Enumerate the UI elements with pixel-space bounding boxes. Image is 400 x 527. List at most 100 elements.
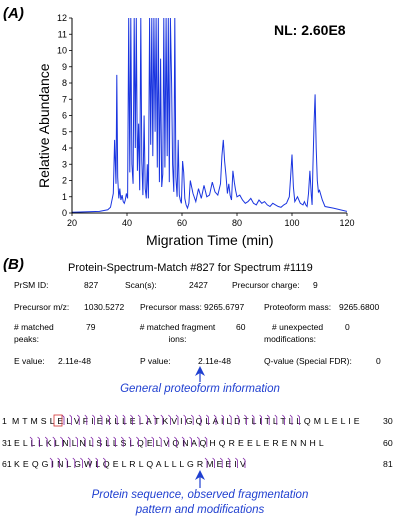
q-value-value: 0: [376, 356, 381, 366]
series-line-0: [72, 18, 347, 213]
cleavage-mark: [266, 414, 270, 425]
y-tick-label: 2: [62, 176, 67, 186]
cleavage-mark: [289, 414, 293, 425]
modification-box: [53, 414, 63, 427]
cleavage-mark: [221, 414, 224, 425]
cleavage-mark: [61, 414, 65, 425]
nl-value: NL: 2.60E8: [274, 22, 346, 38]
seq-start-1: 1: [2, 416, 7, 426]
cleavage-mark: [297, 414, 300, 425]
matched-fragment-label-line1: # matched fragment: [139, 322, 216, 332]
cleavage-mark: [72, 457, 76, 468]
cleavage-mark: [82, 436, 86, 447]
seq-line-3: K E Q G I N L G W L Q E L R L Q A L L L …: [14, 459, 247, 469]
y-tick-label: 7: [62, 94, 67, 104]
prsm-title: Protein-Spectrum-Match #827 for Spectrum…: [68, 262, 313, 274]
x-tick-label: 20: [67, 218, 77, 228]
seq-end-2: 60: [383, 438, 393, 448]
scan-value: 2427: [189, 280, 208, 290]
fragmentation-layer: [29, 414, 300, 468]
cleavage-mark: [282, 414, 285, 425]
proteoform-mass-label: Proteoform mass:: [264, 302, 332, 312]
scan-label: Scan(s):: [125, 280, 157, 290]
cleavage-mark: [175, 414, 179, 425]
y-tick-label: 5: [62, 127, 67, 137]
x-tick-label: 120: [339, 218, 354, 228]
cleavage-mark: [44, 436, 48, 447]
matched-peaks-label-line1: # matched: [14, 322, 54, 332]
seq-end-1: 30: [383, 416, 393, 426]
p-value-label: P value:: [140, 356, 171, 366]
cleavage-mark: [69, 414, 72, 425]
cleavage-mark: [242, 457, 246, 468]
callout-sequence-line1: Protein sequence, observed fragmentation: [91, 489, 309, 501]
cleavage-mark: [181, 436, 185, 447]
precursor-mz-value: 1030.5272: [84, 302, 125, 312]
cleavage-mark: [228, 414, 232, 425]
cleavage-mark: [99, 414, 103, 425]
cleavage-mark: [122, 414, 126, 425]
cleavage-mark: [84, 414, 88, 425]
precursor-mass-label: Precursor mass:: [140, 302, 202, 312]
cleavage-mark: [87, 457, 91, 468]
cleavage-mark: [189, 436, 192, 447]
y-tick-label: 3: [62, 159, 67, 169]
cleavage-mark: [105, 436, 109, 447]
y-tick-label: 0: [62, 208, 67, 218]
cleavage-mark: [168, 414, 171, 425]
x-tick-label: 60: [177, 218, 187, 228]
cleavage-mark: [120, 436, 124, 447]
cleavage-mark: [219, 457, 223, 468]
y-tick-label: 11: [58, 29, 67, 39]
cleavage-mark: [183, 414, 186, 425]
seq-start-3: 61: [2, 459, 12, 469]
cleavage-mark: [37, 436, 40, 447]
cleavage-mark: [75, 436, 78, 447]
unexpected-mods-value: 0: [345, 322, 350, 332]
cleavage-mark: [137, 414, 141, 425]
p-value-value: 2.11e-48: [198, 356, 231, 366]
matched-fragment-value: 60: [236, 322, 246, 332]
seq-start-2: 31: [2, 438, 12, 448]
cleavage-mark: [130, 414, 133, 425]
cleavage-mark: [158, 436, 162, 447]
cleavage-mark: [196, 436, 200, 447]
y-tick-label: 8: [62, 78, 67, 88]
cleavage-mark: [136, 436, 139, 447]
matched-peaks-value: 79: [86, 322, 96, 332]
y-tick-label: 10: [57, 46, 67, 56]
y-axis-label: Relative Abundance: [36, 63, 52, 188]
cleavage-mark: [76, 414, 80, 425]
prsm-id-label: PrSM ID:: [14, 280, 49, 290]
unexpected-mods-label-line2: modifications:: [264, 334, 316, 344]
cleavage-mark: [160, 414, 164, 425]
fragmentation-marks: [29, 414, 300, 468]
x-tick-label: 80: [232, 218, 242, 228]
cleavage-mark: [113, 436, 116, 447]
cleavage-mark: [152, 414, 156, 425]
callout-arrow-up-icon: [195, 366, 205, 382]
cleavage-mark: [251, 414, 255, 425]
unexpected-mods-label-line1: # unexpected: [272, 322, 324, 332]
y-tick-label: 1: [62, 192, 67, 202]
x-tick-label: 40: [122, 218, 132, 228]
x-axis-label: Migration Time (min): [146, 232, 274, 248]
cleavage-mark: [107, 414, 110, 425]
cleavage-mark: [57, 457, 60, 468]
e-value-value: 2.11e-48: [58, 356, 91, 366]
cleavage-mark: [95, 457, 98, 468]
cleavage-mark: [151, 436, 154, 447]
x-tick-label: 100: [284, 218, 299, 228]
cleavage-mark: [213, 414, 217, 425]
cleavage-mark: [212, 457, 215, 468]
e-value-label: E value:: [14, 356, 45, 366]
y-tick-label: 4: [62, 143, 67, 153]
cleavage-mark: [67, 436, 71, 447]
cleavage-mark: [259, 414, 262, 425]
cleavage-mark: [235, 457, 238, 468]
y-tick-label: 9: [62, 62, 67, 72]
cleavage-mark: [92, 414, 95, 425]
cleavage-mark: [174, 436, 177, 447]
